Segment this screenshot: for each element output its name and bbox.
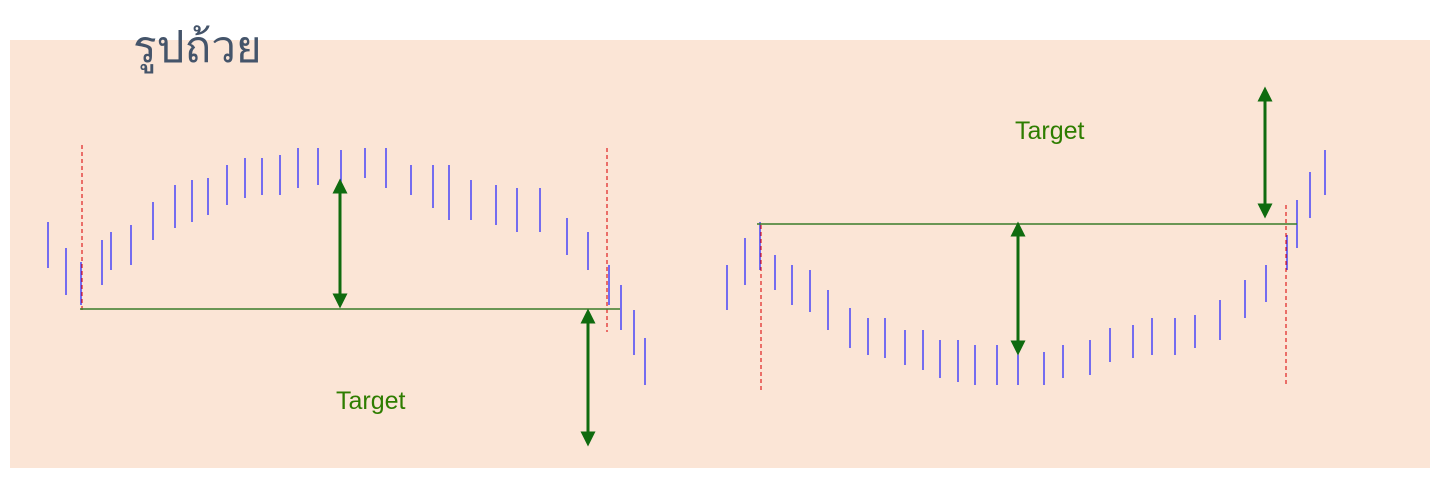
target-label: Target bbox=[336, 387, 406, 415]
right-pattern: Target bbox=[726, 86, 1326, 390]
slide-title: รูปถ้วย bbox=[133, 22, 262, 74]
left-pattern: Target bbox=[47, 145, 646, 447]
target-label: Target bbox=[1015, 117, 1085, 145]
background-panel bbox=[10, 40, 1430, 468]
